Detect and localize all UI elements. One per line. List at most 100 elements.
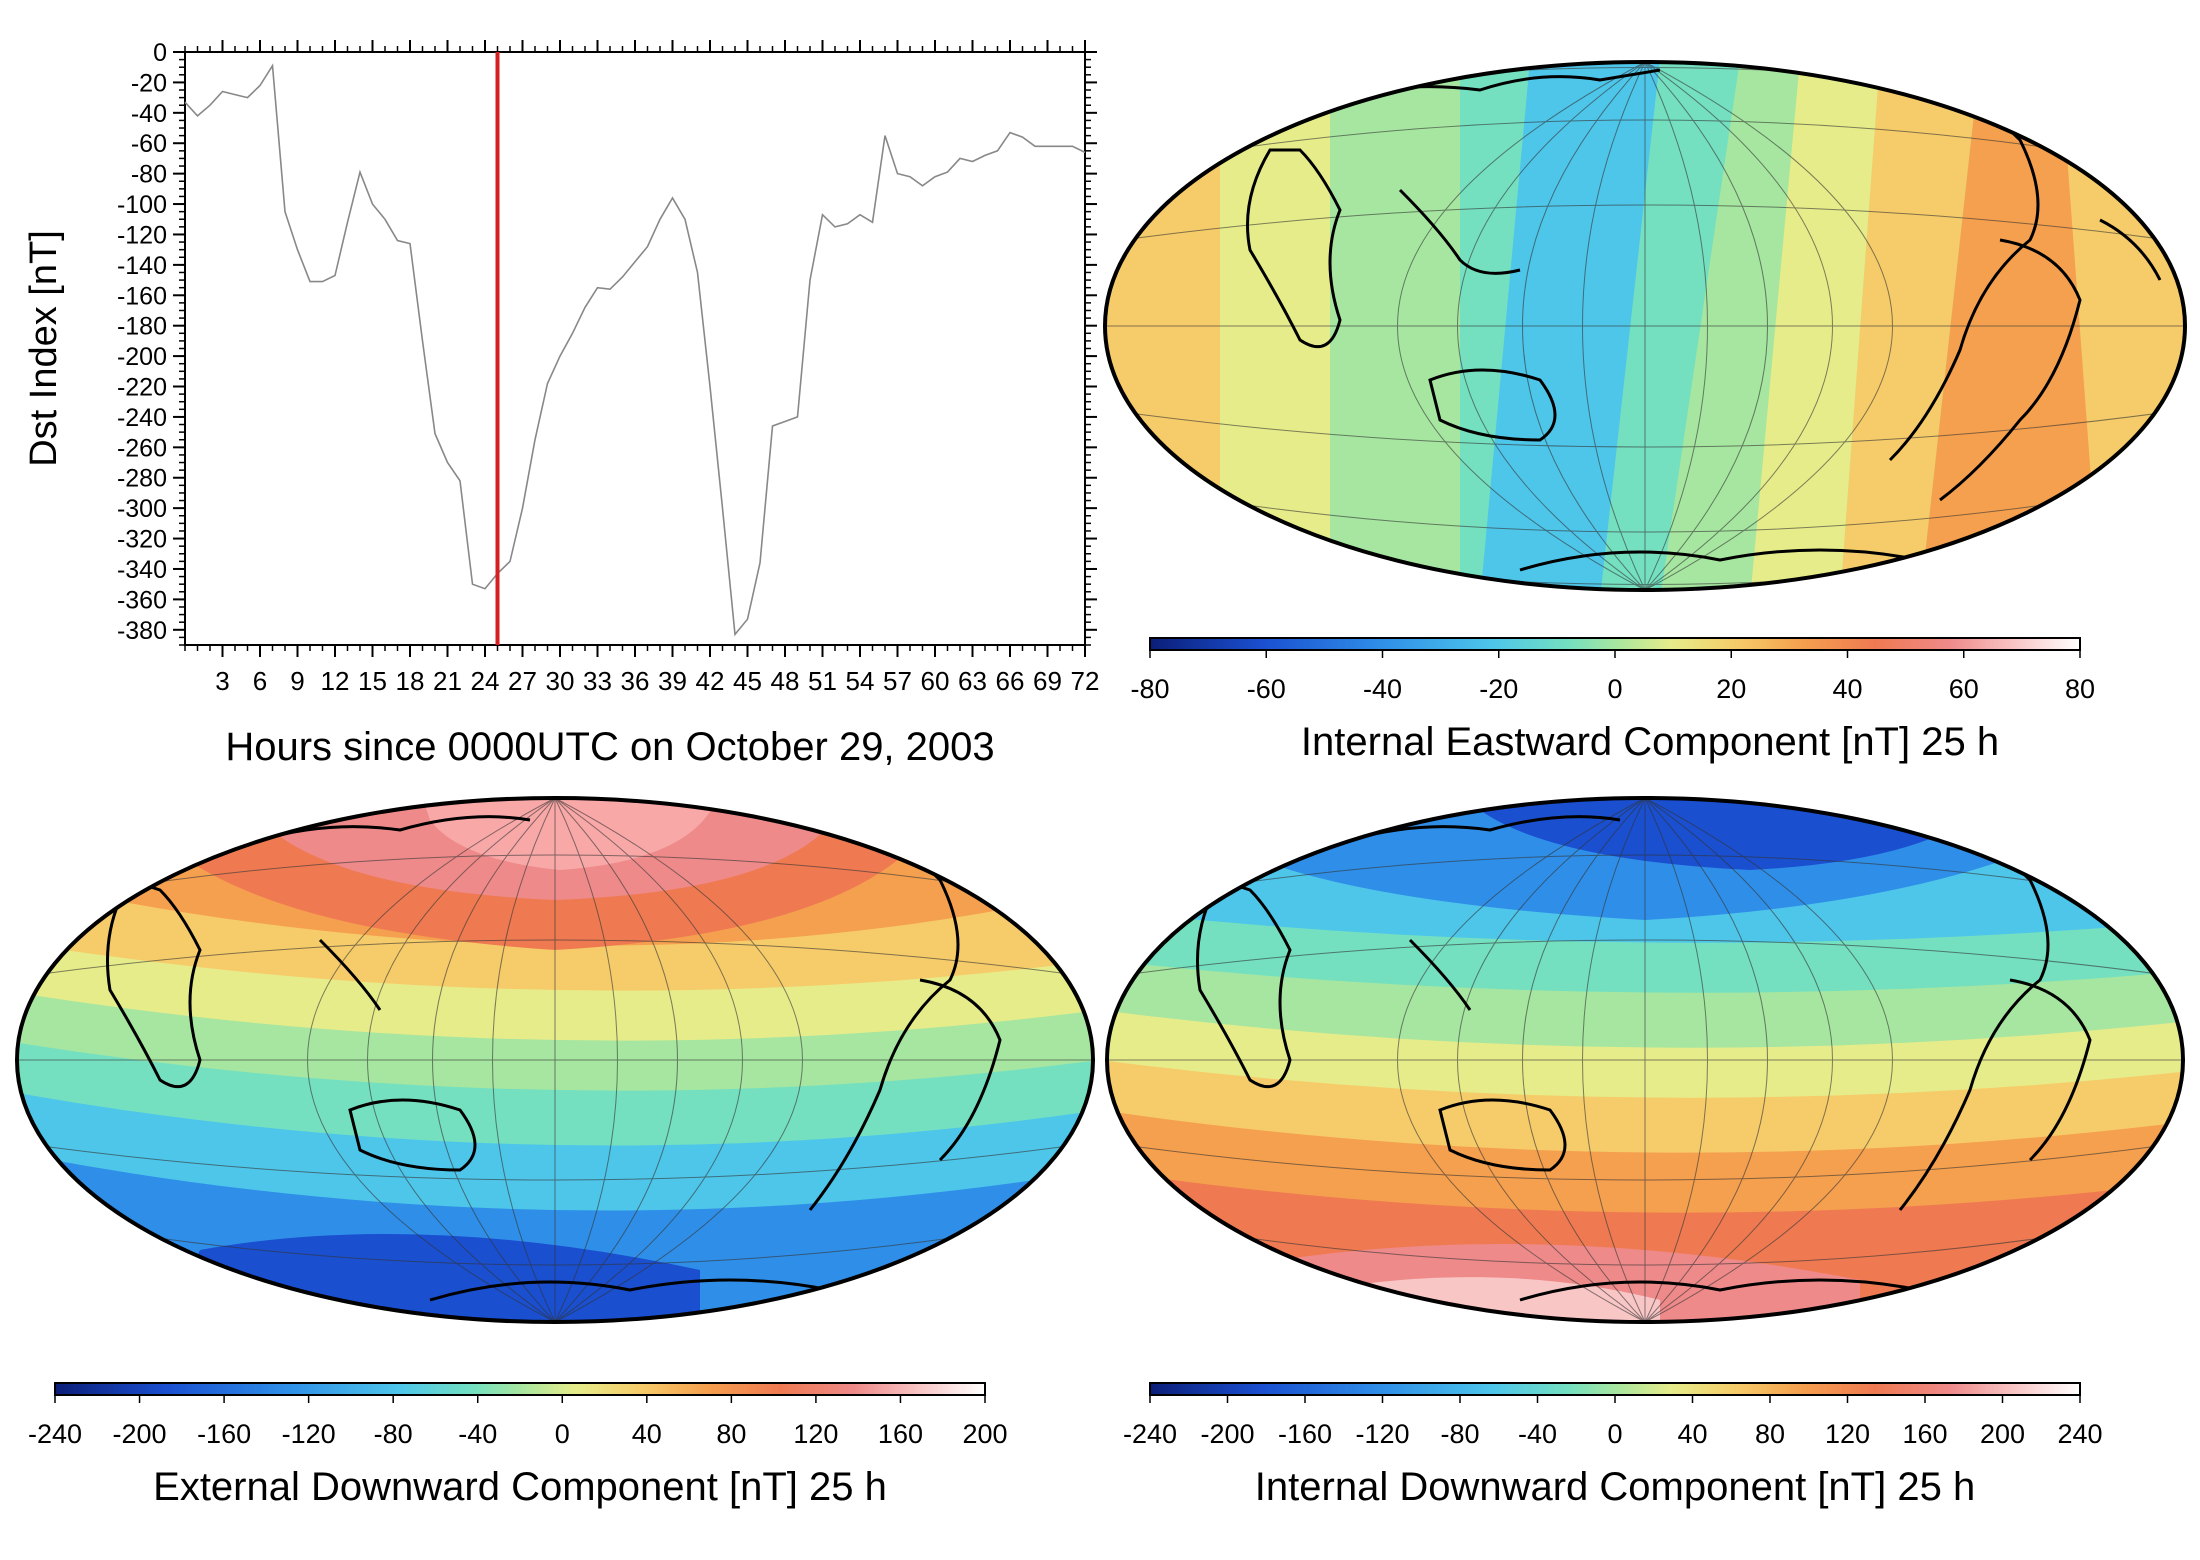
dst-x-tick-label: 63 [958, 666, 987, 696]
colorbar-tick-label: -60 [1247, 674, 1286, 704]
colorbar-tick-label: 60 [1949, 674, 1979, 704]
colorbar-tick-label: 160 [878, 1419, 923, 1449]
colorbar-tick-label: 40 [1832, 674, 1862, 704]
dst-y-tick-label: -120 [117, 221, 167, 249]
colorbar-tick-label: -160 [197, 1419, 251, 1449]
dst-x-tick-label: 51 [808, 666, 837, 696]
dst-y-tick-label: -40 [131, 100, 167, 128]
dst-x-axis-label: Hours since 0000UTC on October 29, 2003 [225, 725, 995, 769]
dst-x-tick-label: 45 [733, 666, 762, 696]
dst-y-axis-label: Dst Index [nT] [23, 230, 65, 467]
map-internal-eastward-title: Internal Eastward Component [nT] 25 h [1300, 720, 2000, 764]
dst-y-tick-label: -380 [117, 617, 167, 645]
dst-x-tick-label: 21 [433, 666, 462, 696]
dst-y-tick-label: -200 [117, 343, 167, 371]
dst-y-tick-label: -60 [131, 130, 167, 158]
dst-series-line [184, 63, 1086, 637]
dst-y-tick-label: -300 [117, 495, 167, 523]
dst-x-tick-label: 24 [471, 666, 500, 696]
dst-x-tick-label: 36 [621, 666, 650, 696]
dst-y-tick-label: -20 [131, 69, 167, 97]
colorbar-tick-label: 80 [1755, 1419, 1785, 1449]
dst-y-tick-label: -160 [117, 282, 167, 310]
colorbar-tick-label: -40 [1518, 1419, 1557, 1449]
colorbar-internal-downward [1149, 1382, 2081, 1396]
dst-x-tick-label: 30 [546, 666, 575, 696]
colorbar-tick-label: -200 [1200, 1419, 1254, 1449]
dst-y-tick-label: -220 [117, 374, 167, 402]
map-internal-eastward: -80 -60 -40 -20 0 20 40 60 80 Internal Eastward … [1100, 0, 2200, 790]
dst-x-tick-label: 42 [696, 666, 725, 696]
map-internal-downward-title: Internal Downward Component [nT] 25 h [1254, 1465, 1976, 1509]
colorbar-tick-label: 120 [793, 1419, 838, 1449]
colorbar-tick-label: 80 [716, 1419, 746, 1449]
colorbar-tick-label: -240 [1123, 1419, 1177, 1449]
map-external-downward-outline [15, 796, 1095, 1324]
map-internal-downward-svg: -240 -200 -160 -120 -80 -40 0 40 80 120 160 200 240 [1105, 796, 2185, 1449]
colorbar-tick-label: 240 [2057, 1419, 2102, 1449]
dst-x-tick-label: 69 [1033, 666, 1062, 696]
colorbar-tick-label: 200 [1980, 1419, 2025, 1449]
dst-y-tick-label: -80 [131, 161, 167, 189]
dst-y-tick-label: -100 [117, 191, 167, 219]
colorbar-tick-label: -80 [374, 1419, 413, 1449]
dst-chart: 0-20 -40-60 -80-100-120 -140-160 -180-200 -22… [23, 39, 1100, 696]
map-internal-eastward-svg: -80 -60 -40 -20 0 20 40 60 80 [1103, 60, 2187, 704]
dst-x-tick-label: 15 [358, 666, 387, 696]
dst-x-tick-label: 27 [508, 666, 537, 696]
colorbar-tick-label: -120 [1355, 1419, 1409, 1449]
colorbar-tick-label: 120 [1825, 1419, 1870, 1449]
dst-x-tick-label: 33 [583, 666, 612, 696]
colorbar-tick-label: -40 [1363, 674, 1402, 704]
colorbar-tick-label: -200 [113, 1419, 167, 1449]
colorbar-tick-label: -120 [282, 1419, 336, 1449]
map-internal-downward-graticule [1107, 798, 2183, 1322]
colorbar-tick-label: 40 [632, 1419, 662, 1449]
dst-y-tick-label: -180 [117, 313, 167, 341]
colorbar-tick-label: -80 [1440, 1419, 1479, 1449]
dst-y-tick-label: -360 [117, 586, 167, 614]
map-internal-downward-field [1107, 798, 2183, 1322]
map-internal-downward-outline [1105, 796, 2185, 1324]
dst-x-tick-label: 39 [658, 666, 687, 696]
colorbar-tick-label: 80 [2065, 674, 2095, 704]
dst-x-tick-label: 48 [771, 666, 800, 696]
colorbar-internal-eastward-ticks: -80 -60 -40 -20 0 20 40 60 80 [1130, 650, 2095, 704]
colorbar-tick-label: 20 [1716, 674, 1746, 704]
dst-y-tick-label: -320 [117, 526, 167, 554]
colorbar-tick-label: 0 [1607, 674, 1622, 704]
colorbar-external-downward-ticks: -240 -200 -160 -120 -80 -40 0 40 80 120 160 200 [28, 1395, 1008, 1449]
map-internal-eastward-graticule [1105, 62, 2185, 590]
dst-x-tick-label: 54 [846, 666, 875, 696]
dst-x-tick-label: 18 [396, 666, 425, 696]
map-external-downward-svg: -240 -200 -160 -120 -80 -40 0 40 80 120 160 200 [15, 796, 1095, 1449]
map-external-downward-graticule [17, 798, 1093, 1322]
dst-x-tick-label: 72 [1071, 666, 1100, 696]
colorbar-tick-label: -160 [1278, 1419, 1332, 1449]
colorbar-tick-label: -20 [1479, 674, 1518, 704]
map-external-downward: -240 -200 -160 -120 -80 -40 0 40 80 120 160 200 Ext… [0, 790, 1100, 1555]
map-external-downward-title: External Downward Component [nT] 25 h [153, 1465, 887, 1509]
map-internal-eastward-field [1105, 62, 2185, 590]
colorbar-internal-eastward [1149, 637, 2081, 651]
dst-y-tick-label: -140 [117, 252, 167, 280]
dst-y-tick-label: -280 [117, 465, 167, 493]
colorbar-tick-label: -80 [1130, 674, 1169, 704]
colorbar-tick-label: 40 [1677, 1419, 1707, 1449]
dst-plot-frame [184, 51, 1086, 646]
dst-x-tick-label: 57 [883, 666, 912, 696]
colorbar-external-downward [54, 1382, 986, 1396]
colorbar-tick-label: 0 [1607, 1419, 1622, 1449]
dst-y-tick-label: 0 [153, 39, 167, 67]
dst-x-tick-label: 3 [215, 666, 229, 696]
colorbar-tick-label: 200 [962, 1419, 1007, 1449]
dst-y-tick-label: -260 [117, 434, 167, 462]
dst-y-tick-label: -340 [117, 556, 167, 584]
dst-x-tick-label: 66 [996, 666, 1025, 696]
colorbar-tick-label: -240 [28, 1419, 82, 1449]
dst-x-tick-label: 12 [321, 666, 350, 696]
colorbar-internal-downward-ticks: -240 -200 -160 -120 -80 -40 0 40 80 120 160 200 240 [1123, 1395, 2103, 1449]
dst-y-tick-label: -240 [117, 404, 167, 432]
colorbar-tick-label: 160 [1902, 1419, 1947, 1449]
colorbar-tick-label: -40 [458, 1419, 497, 1449]
